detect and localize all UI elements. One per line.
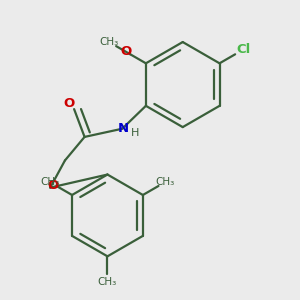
Text: O: O [64,97,75,110]
Text: CH₃: CH₃ [155,177,174,188]
Text: CH₃: CH₃ [99,37,119,47]
Text: Cl: Cl [236,43,251,56]
Text: CH₃: CH₃ [40,177,60,188]
Text: O: O [47,179,58,192]
Text: N: N [117,122,128,135]
Text: O: O [121,45,132,58]
Text: CH₃: CH₃ [98,277,117,286]
Text: H: H [131,128,140,138]
